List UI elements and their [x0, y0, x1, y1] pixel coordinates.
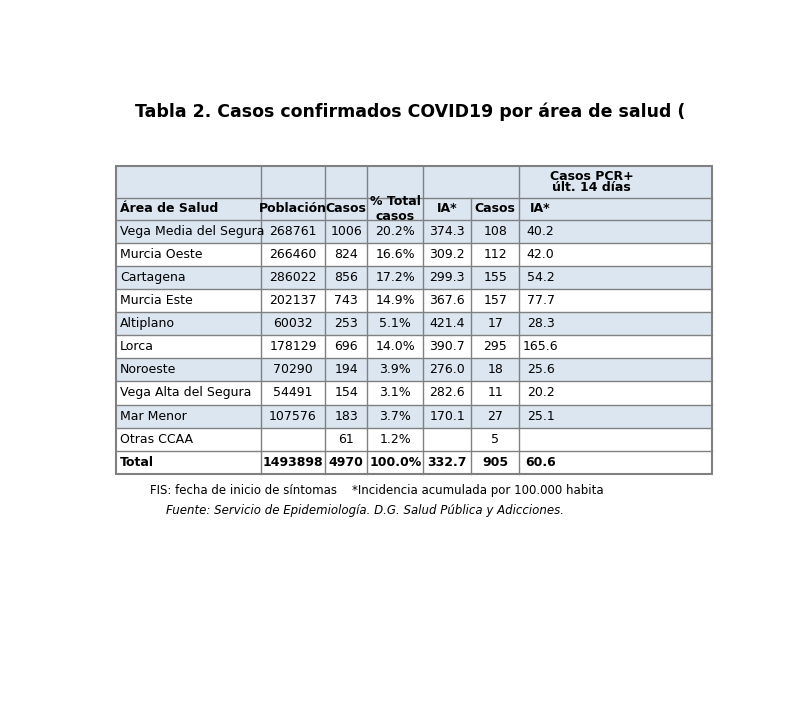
Text: 286022: 286022 — [270, 271, 317, 284]
Bar — [115, 166, 712, 474]
Text: 100.0%: 100.0% — [369, 456, 422, 469]
Bar — [115, 219, 712, 243]
Text: 17: 17 — [487, 317, 503, 330]
Bar — [115, 266, 712, 289]
Text: 5: 5 — [491, 433, 499, 445]
Text: Mar Menor: Mar Menor — [120, 409, 187, 423]
Text: 421.4: 421.4 — [430, 317, 465, 330]
Text: 11: 11 — [487, 387, 503, 399]
Text: 295: 295 — [483, 341, 507, 353]
Text: 299.3: 299.3 — [430, 271, 465, 284]
Text: 112: 112 — [483, 248, 507, 261]
Text: % Total
casos: % Total casos — [370, 195, 421, 223]
Text: 194: 194 — [334, 363, 358, 377]
Text: 3.7%: 3.7% — [379, 409, 411, 423]
Text: IA*: IA* — [437, 202, 458, 215]
Text: 178129: 178129 — [270, 341, 317, 353]
Text: 18: 18 — [487, 363, 503, 377]
Text: 905: 905 — [482, 456, 508, 469]
Bar — [115, 243, 712, 266]
Text: Otras CCAA: Otras CCAA — [120, 433, 193, 445]
Text: 183: 183 — [334, 409, 358, 423]
Text: Área de Salud: Área de Salud — [120, 202, 218, 215]
Text: 25.6: 25.6 — [526, 363, 554, 377]
Text: 16.6%: 16.6% — [375, 248, 415, 261]
Text: 154: 154 — [334, 387, 358, 399]
Text: FIS: fecha de inicio de síntomas    *Incidencia acumulada por 100.000 habita: FIS: fecha de inicio de síntomas *Incide… — [150, 484, 604, 497]
Text: 60.6: 60.6 — [526, 456, 556, 469]
Text: 42.0: 42.0 — [526, 248, 554, 261]
Text: Vega Media del Segura: Vega Media del Segura — [120, 224, 265, 238]
Bar — [115, 428, 712, 451]
Text: 61: 61 — [338, 433, 354, 445]
Text: 28.3: 28.3 — [526, 317, 554, 330]
Text: Noroeste: Noroeste — [120, 363, 177, 377]
Bar — [115, 166, 712, 219]
Text: Casos PCR+: Casos PCR+ — [550, 170, 634, 183]
Text: 1493898: 1493898 — [262, 456, 323, 469]
Text: 20.2: 20.2 — [526, 387, 554, 399]
Bar — [115, 312, 712, 335]
Text: Murcia Este: Murcia Este — [120, 294, 193, 307]
Text: 20.2%: 20.2% — [375, 224, 415, 238]
Text: 1006: 1006 — [330, 224, 362, 238]
Text: 14.0%: 14.0% — [375, 341, 415, 353]
Bar — [115, 335, 712, 358]
Text: Murcia Oeste: Murcia Oeste — [120, 248, 202, 261]
Text: 14.9%: 14.9% — [375, 294, 415, 307]
Text: últ. 14 días: últ. 14 días — [552, 181, 631, 194]
Text: 155: 155 — [483, 271, 507, 284]
Bar — [115, 289, 712, 312]
Text: IA*: IA* — [530, 202, 551, 215]
Bar — [115, 382, 712, 404]
Text: 27: 27 — [487, 409, 503, 423]
Text: 3.9%: 3.9% — [379, 363, 411, 377]
Text: Lorca: Lorca — [120, 341, 154, 353]
Bar — [115, 451, 712, 474]
Text: 202137: 202137 — [270, 294, 317, 307]
Text: 54.2: 54.2 — [526, 271, 554, 284]
Text: 824: 824 — [334, 248, 358, 261]
Text: 390.7: 390.7 — [430, 341, 465, 353]
Text: 309.2: 309.2 — [430, 248, 465, 261]
Text: 743: 743 — [334, 294, 358, 307]
Text: 282.6: 282.6 — [430, 387, 465, 399]
Text: Total: Total — [120, 456, 154, 469]
Text: Vega Alta del Segura: Vega Alta del Segura — [120, 387, 251, 399]
Text: 367.6: 367.6 — [430, 294, 465, 307]
Text: 3.1%: 3.1% — [379, 387, 411, 399]
Text: Fuente: Servicio de Epidemiología. D.G. Salud Pública y Adicciones.: Fuente: Servicio de Epidemiología. D.G. … — [166, 504, 564, 518]
Text: 266460: 266460 — [270, 248, 317, 261]
Text: Altiplano: Altiplano — [120, 317, 175, 330]
Text: 108: 108 — [483, 224, 507, 238]
Text: 17.2%: 17.2% — [375, 271, 415, 284]
Text: 5.1%: 5.1% — [379, 317, 411, 330]
Text: 696: 696 — [334, 341, 358, 353]
Text: Casos: Casos — [475, 202, 516, 215]
Text: Tabla 2. Casos confirmados COVID19 por área de salud (: Tabla 2. Casos confirmados COVID19 por á… — [135, 103, 685, 121]
Text: Cartagena: Cartagena — [120, 271, 186, 284]
Text: Casos: Casos — [326, 202, 366, 215]
Text: 4970: 4970 — [329, 456, 363, 469]
Text: 157: 157 — [483, 294, 507, 307]
Text: 170.1: 170.1 — [430, 409, 465, 423]
Text: 25.1: 25.1 — [526, 409, 554, 423]
Text: 107576: 107576 — [269, 409, 317, 423]
Bar — [115, 358, 712, 382]
Text: Población: Población — [259, 202, 327, 215]
Text: 856: 856 — [334, 271, 358, 284]
Text: 332.7: 332.7 — [427, 456, 467, 469]
Text: 1.2%: 1.2% — [379, 433, 411, 445]
Text: 165.6: 165.6 — [522, 341, 558, 353]
Text: 60032: 60032 — [273, 317, 313, 330]
Text: 70290: 70290 — [273, 363, 313, 377]
Text: 77.7: 77.7 — [526, 294, 554, 307]
Text: 40.2: 40.2 — [526, 224, 554, 238]
Text: 268761: 268761 — [270, 224, 317, 238]
Text: 253: 253 — [334, 317, 358, 330]
Text: 54491: 54491 — [274, 387, 313, 399]
Text: 276.0: 276.0 — [430, 363, 465, 377]
Text: 374.3: 374.3 — [430, 224, 465, 238]
Bar — [115, 404, 712, 428]
